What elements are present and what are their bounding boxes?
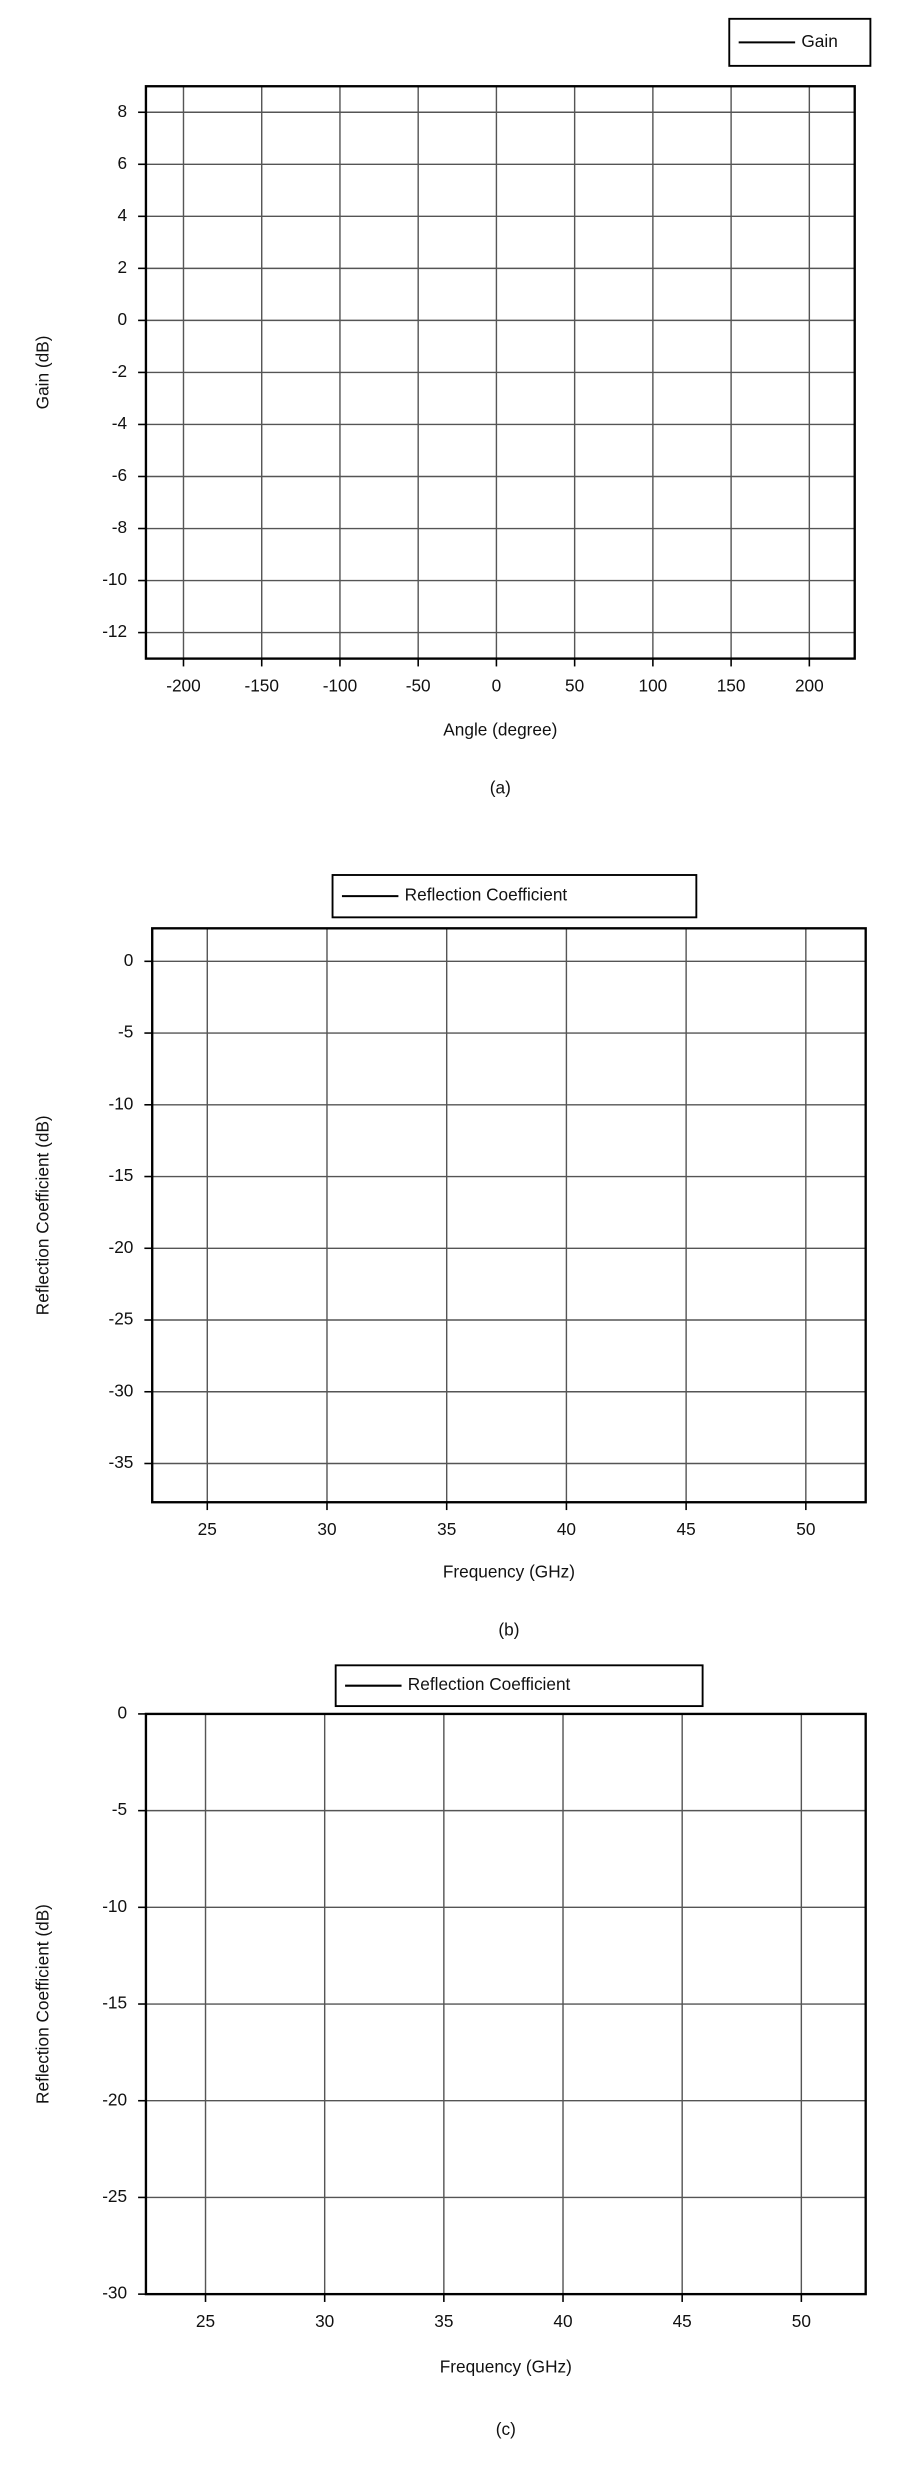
y-tick-label: -5 [118,1022,133,1042]
caption: (a) [490,777,511,797]
y-tick-label: -8 [112,517,127,537]
x-tick-label: 30 [317,1519,336,1539]
plot-frame [144,1712,867,2296]
x-tick-label: 45 [673,2311,692,2331]
x-tick-label: 35 [434,2311,453,2331]
x-tick-label: 25 [198,1519,217,1539]
y-tick-label: -20 [108,1237,133,1257]
x-tick-label: 100 [638,675,667,695]
y-tick-label: -2 [112,361,127,381]
y-tick-label: 0 [118,1702,128,1722]
x-tick-label: -50 [406,675,431,695]
y-tick-label: -35 [108,1452,133,1472]
y-tick-label: -25 [102,2186,127,2206]
x-tick-label: 150 [717,675,746,695]
y-tick-label: -5 [112,1799,127,1819]
x-axis-label: Frequency (GHz) [440,2356,572,2376]
x-tick-label: 35 [437,1519,456,1539]
x-tick-label: 50 [565,675,584,695]
x-tick-label: -200 [166,675,201,695]
legend-label: Reflection Coefficient [405,885,568,905]
y-tick-label: -10 [108,1093,133,1113]
y-tick-label: -10 [102,1896,127,1916]
y-axis-label: Gain (dB) [33,336,53,410]
y-tick-label: -4 [112,413,128,433]
y-tick-label: -6 [112,465,127,485]
x-axis-label: Angle (degree) [443,719,557,739]
caption: (b) [498,1619,519,1639]
x-tick-label: 200 [795,675,824,695]
x-tick-label: 40 [557,1519,576,1539]
x-tick-label: 0 [492,675,502,695]
y-tick-label: -12 [102,621,127,641]
legend-box [334,1664,704,1708]
y-tick-label: -30 [102,2283,127,2303]
y-tick-label: 8 [118,101,128,121]
y-tick-label: 0 [118,309,128,329]
y-tick-label: 6 [118,153,128,173]
y-tick-label: -30 [108,1380,133,1400]
y-axis-label: Reflection Coefficient (dB) [33,1115,53,1315]
y-tick-label: -15 [108,1165,133,1185]
y-tick-label: 0 [124,950,134,970]
y-tick-label: -20 [102,2089,127,2109]
caption: (c) [496,2419,516,2439]
x-tick-label: -150 [244,675,279,695]
y-tick-label: 2 [118,257,128,277]
x-axis-label: Frequency (GHz) [443,1561,575,1581]
legend-label: Reflection Coefficient [408,1674,571,1694]
x-tick-label: 50 [796,1519,815,1539]
plot-frame [151,927,867,1504]
x-tick-label: -100 [323,675,358,695]
y-tick-label: -15 [102,1993,127,2013]
x-tick-label: 30 [315,2311,334,2331]
legend-label: Gain [801,31,837,51]
plot-frame [144,85,856,660]
x-tick-label: 45 [677,1519,696,1539]
y-tick-label: -25 [108,1309,133,1329]
x-tick-label: 50 [792,2311,811,2331]
y-tick-label: -10 [102,569,127,589]
y-axis-label: Reflection Coefficient (dB) [33,1904,53,2104]
x-tick-label: 25 [196,2311,215,2331]
x-tick-label: 40 [553,2311,572,2331]
y-tick-label: 4 [118,205,128,225]
